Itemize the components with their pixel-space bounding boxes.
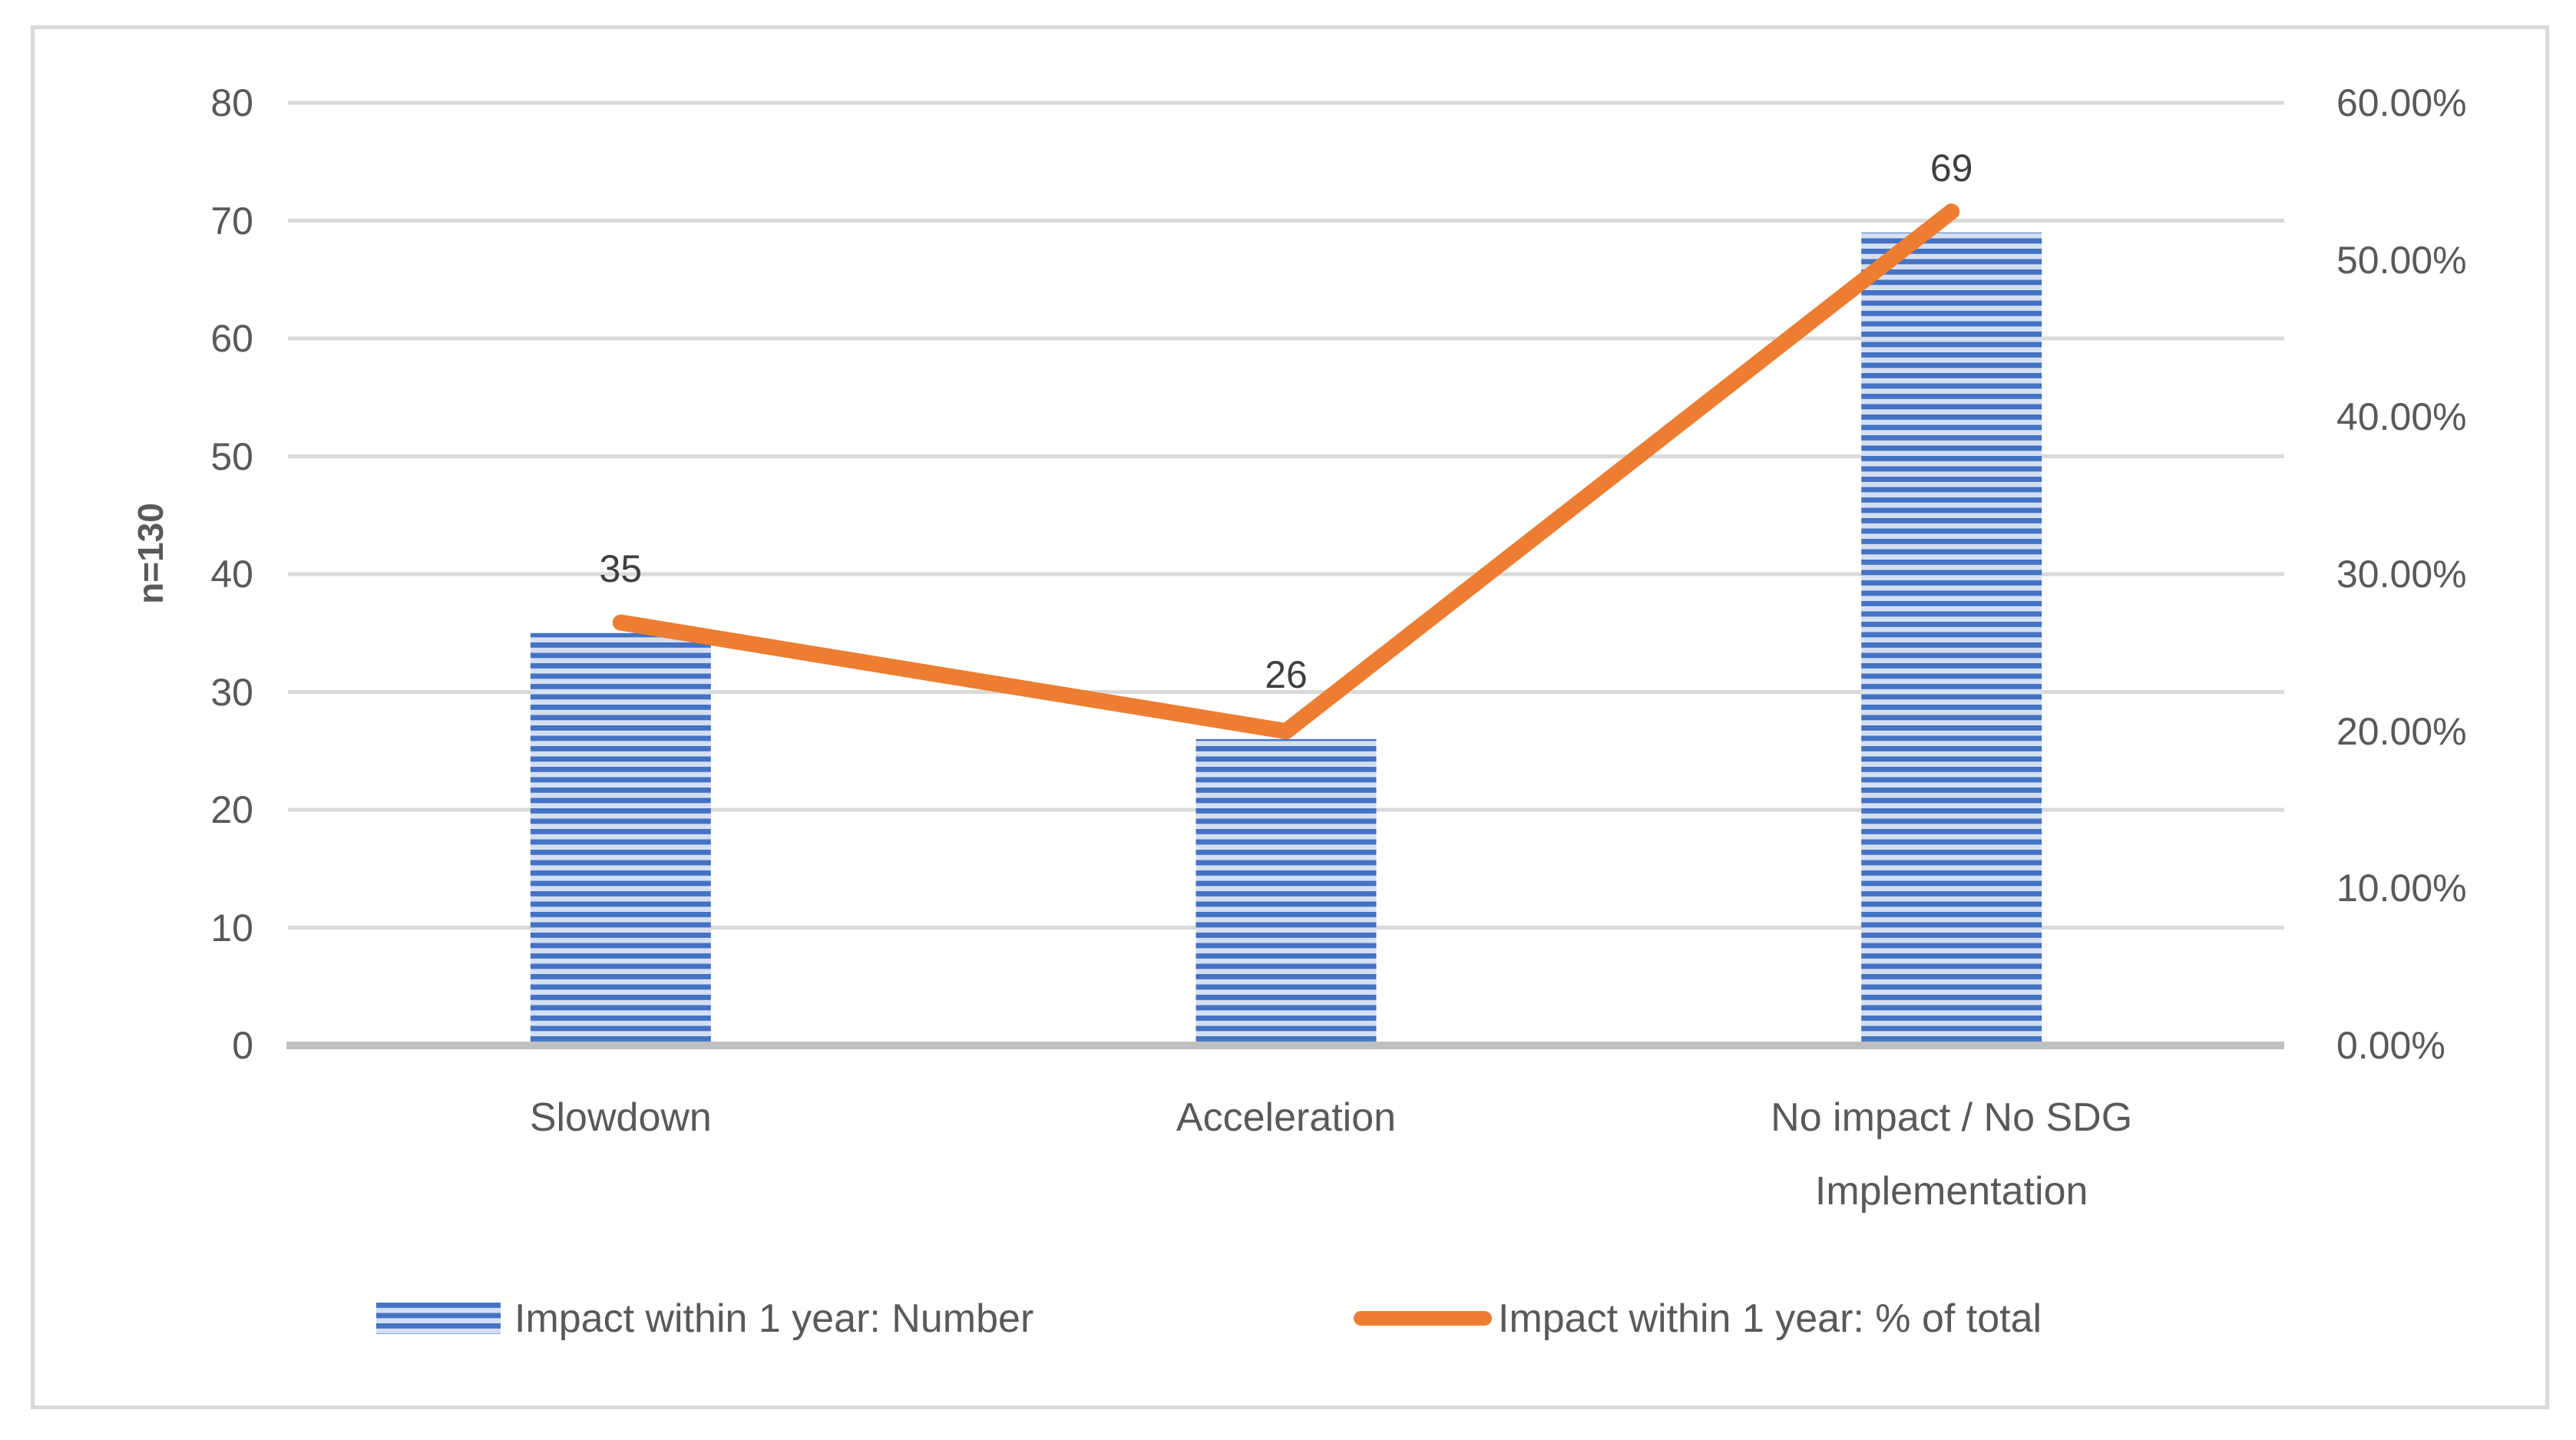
bar-data-label-26: 26: [1265, 652, 1308, 696]
legend-label-line: Impact within 1 year: % of total: [1498, 1296, 2042, 1341]
left-axis-tick-50: 50: [210, 434, 253, 478]
category-label-0-line-0: Slowdown: [529, 1095, 712, 1140]
category-label-2-line-0: No impact / No SDG: [1771, 1095, 2133, 1140]
left-axis-tick-80: 80: [210, 81, 253, 124]
line-series-swatch-icon: [1354, 1311, 1492, 1326]
bar-2: [1861, 232, 2042, 1046]
right-axis-tick-20.00%: 20.00%: [2336, 709, 2467, 753]
right-axis-tick-50.00%: 50.00%: [2336, 238, 2467, 282]
bar-0: [530, 632, 711, 1045]
left-axis-tick-20: 20: [210, 788, 253, 831]
right-axis-tick-40.00%: 40.00%: [2336, 395, 2467, 439]
right-axis-tick-30.00%: 30.00%: [2336, 553, 2467, 596]
left-axis-tick-30: 30: [210, 670, 253, 714]
bar-data-label-35: 35: [599, 547, 643, 590]
right-axis-tick-60.00%: 60.00%: [2336, 81, 2467, 124]
bar-series: [530, 232, 2042, 1046]
chart-frame: [31, 25, 2549, 1409]
left-axis-tick-0: 0: [232, 1024, 253, 1067]
legend-item-bars: Impact within 1 year: Number: [376, 1296, 1033, 1341]
line-series-path: [612, 203, 1960, 740]
right-axis-tick-10.00%: 10.00%: [2336, 867, 2467, 910]
legend-label-bars: Impact within 1 year: Number: [514, 1296, 1034, 1341]
bar-1: [1195, 738, 1377, 1045]
left-axis-tick-70: 70: [210, 199, 253, 243]
left-axis-tick-40: 40: [210, 553, 253, 596]
right-axis-tick-0.00%: 0.00%: [2336, 1024, 2445, 1067]
category-label-1-line-0: Acceleration: [1176, 1095, 1397, 1140]
left-axis-tick-10: 10: [210, 906, 253, 950]
category-label-2-line-1: Implementation: [1814, 1169, 2088, 1214]
bar-data-label-69: 69: [1930, 146, 1973, 190]
legend-item-line: Impact within 1 year: % of total: [1354, 1296, 2042, 1341]
left-axis-tick-60: 60: [210, 317, 253, 360]
bar-series-swatch-icon: [376, 1303, 501, 1334]
line-series: [612, 203, 1960, 740]
